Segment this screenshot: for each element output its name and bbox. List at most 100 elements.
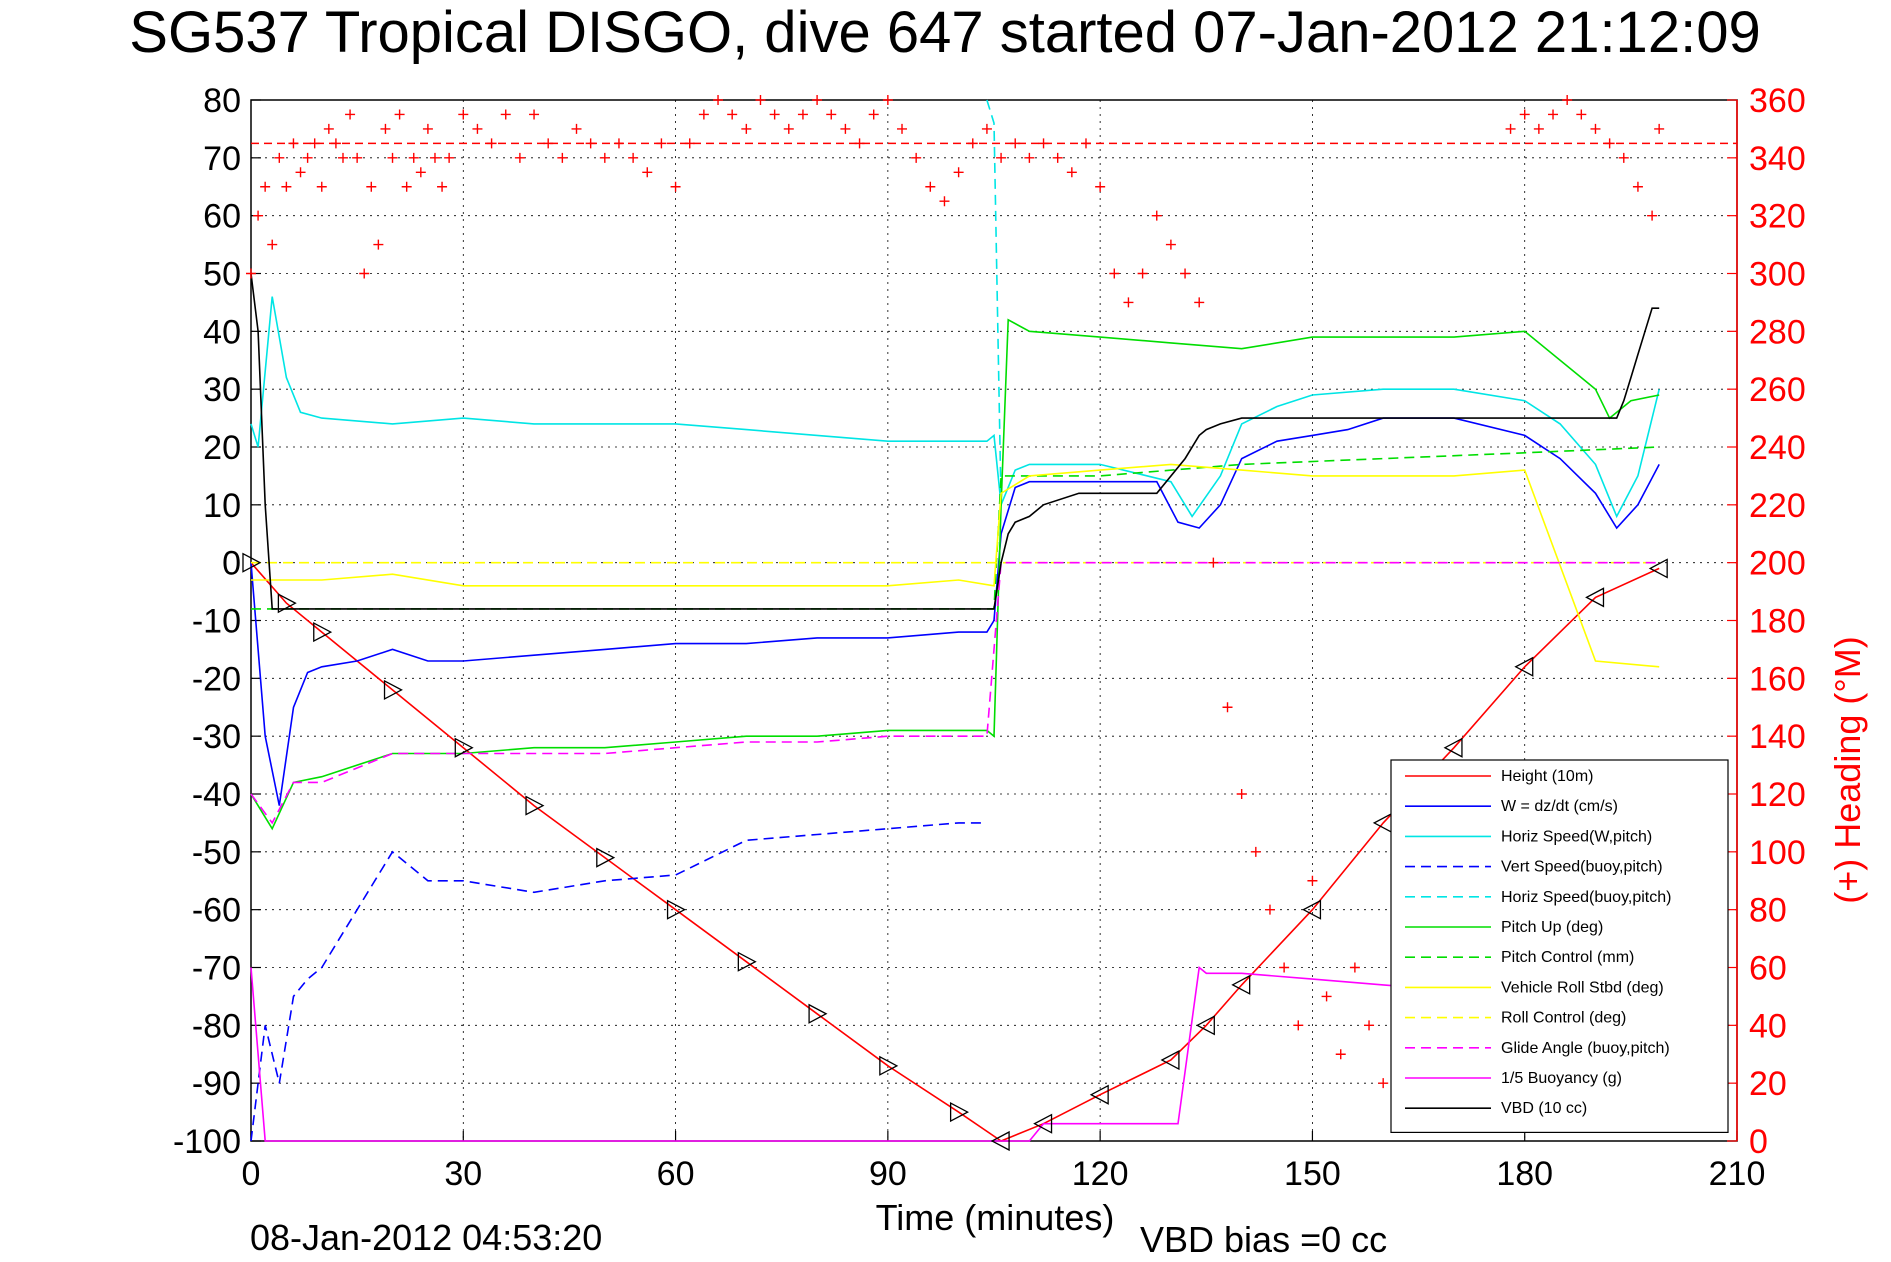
end-timestamp: 08-Jan-2012 04:53:20 [250, 1217, 602, 1258]
heading-point [1052, 152, 1063, 163]
right-y-tick-label: 240 [1749, 429, 1806, 467]
grid-lines [251, 100, 1737, 1141]
heading-point [953, 167, 964, 178]
right-y-tick-label: 40 [1749, 1007, 1787, 1045]
heading-point [1194, 297, 1205, 308]
heading-point [1024, 152, 1035, 163]
left-y-tick-label: -10 [192, 603, 241, 641]
heading-point [415, 167, 426, 178]
right-y-tick-label: 80 [1749, 892, 1787, 930]
right-y-tick-label: 20 [1749, 1065, 1787, 1103]
series-line-11 [250, 273, 1660, 610]
heading-point [1095, 181, 1106, 192]
heading-point [444, 152, 455, 163]
heading-point [1180, 268, 1191, 279]
right-y-tick-label: 280 [1749, 313, 1806, 351]
x-tick-label: 90 [869, 1155, 907, 1193]
heading-point [352, 152, 363, 163]
heading-point [253, 210, 264, 221]
heading-point [1576, 109, 1587, 120]
x-axis-ticks: 0 30 60 90 120 150 180 210 [242, 1131, 1766, 1193]
heading-point [1647, 210, 1658, 221]
heading-point [585, 138, 596, 149]
x-axis-label: Time (minutes) [876, 1197, 1115, 1238]
left-y-tick-label: 20 [203, 429, 241, 467]
heading-point [345, 109, 356, 120]
left-y-tick-label: -20 [192, 660, 241, 698]
chart-title: SG537 Tropical DISGO, dive 647 started 0… [129, 0, 1760, 65]
heading-point [1307, 875, 1318, 886]
series-line-3 [250, 822, 987, 1142]
heading-point [1109, 268, 1120, 279]
left-y-tick-label: -50 [192, 834, 241, 872]
left-y-tick-label: 70 [203, 140, 241, 178]
heading-point [996, 152, 1007, 163]
heading-point [246, 268, 256, 279]
heading-point [422, 123, 433, 134]
heading-point [1137, 268, 1148, 279]
x-tick-label: 120 [1072, 1155, 1129, 1193]
heading-point [437, 181, 448, 192]
legend-entry: Horiz Speed(W,pitch) [1501, 828, 1652, 845]
x-tick-label: 210 [1709, 1155, 1766, 1193]
series-layer [242, 99, 1668, 1152]
right-y-tick-label: 360 [1749, 82, 1806, 120]
right-y-tick-label: 60 [1749, 950, 1787, 988]
heading-point [882, 95, 893, 105]
height-marker [666, 899, 686, 920]
heading-point [1236, 789, 1247, 799]
heading-point [1250, 846, 1261, 857]
left-y-tick-label: -90 [192, 1065, 241, 1103]
x-tick-label: 0 [242, 1155, 261, 1193]
left-y-tick-label: -100 [173, 1123, 241, 1161]
height-marker [1231, 974, 1251, 995]
right-y-axis-ticks: 3603403203002802602402202001801601401201… [1727, 82, 1806, 1161]
left-y-tick-label: 10 [203, 487, 241, 525]
heading-point [1293, 1020, 1304, 1031]
series-line-9 [250, 561, 1660, 825]
heading-point [1123, 297, 1134, 308]
x-tick-label: 30 [444, 1155, 482, 1193]
right-y-tick-label: 140 [1749, 718, 1806, 756]
heading-point [967, 138, 978, 149]
heading-point [401, 181, 412, 192]
series-line-4 [986, 99, 1002, 505]
heading-point [394, 109, 405, 120]
heading-point [380, 123, 391, 134]
heading-point [769, 109, 780, 120]
heading-point [868, 109, 879, 120]
heading-point [1618, 152, 1629, 163]
heading-point [1590, 123, 1601, 134]
heading-point [1010, 138, 1021, 149]
heading-point [1533, 123, 1544, 134]
heading-point [543, 138, 554, 149]
height-marker [949, 1102, 970, 1123]
left-y-tick-label: 0 [222, 545, 241, 583]
left-y-tick-label: -60 [192, 892, 241, 930]
height-marker [1160, 1049, 1180, 1071]
right-y-tick-label: 220 [1749, 487, 1806, 525]
left-y-tick-label: -70 [192, 950, 241, 988]
height-marker [1302, 899, 1322, 920]
left-y-axis-ticks: 80 70 60 50 40 30 20 10 0 -10 -20 -30 -40 -50 -60 -70 -8… [173, 82, 261, 1161]
heading-point [429, 152, 440, 163]
heading-point [727, 109, 738, 120]
left-y-tick-label: 80 [203, 82, 241, 120]
legend-entry: Pitch Up (deg) [1501, 919, 1603, 936]
legend-entry: VBD (10 cc) [1501, 1100, 1587, 1117]
heading-point [897, 123, 908, 134]
legend-box [1390, 759, 1729, 1133]
legend-entry: Height (10m) [1501, 768, 1593, 785]
heading-point [1349, 962, 1360, 973]
heading-point [1519, 109, 1530, 120]
heading-point [1604, 138, 1615, 149]
right-y-tick-label: 320 [1749, 198, 1806, 236]
heading-point [1279, 962, 1290, 973]
heading-point [755, 95, 766, 105]
x-tick-label: 180 [1496, 1155, 1553, 1193]
heading-point [472, 123, 483, 134]
left-y-tick-label: -40 [192, 776, 241, 814]
heading-point [599, 152, 610, 163]
height-marker [383, 679, 403, 700]
